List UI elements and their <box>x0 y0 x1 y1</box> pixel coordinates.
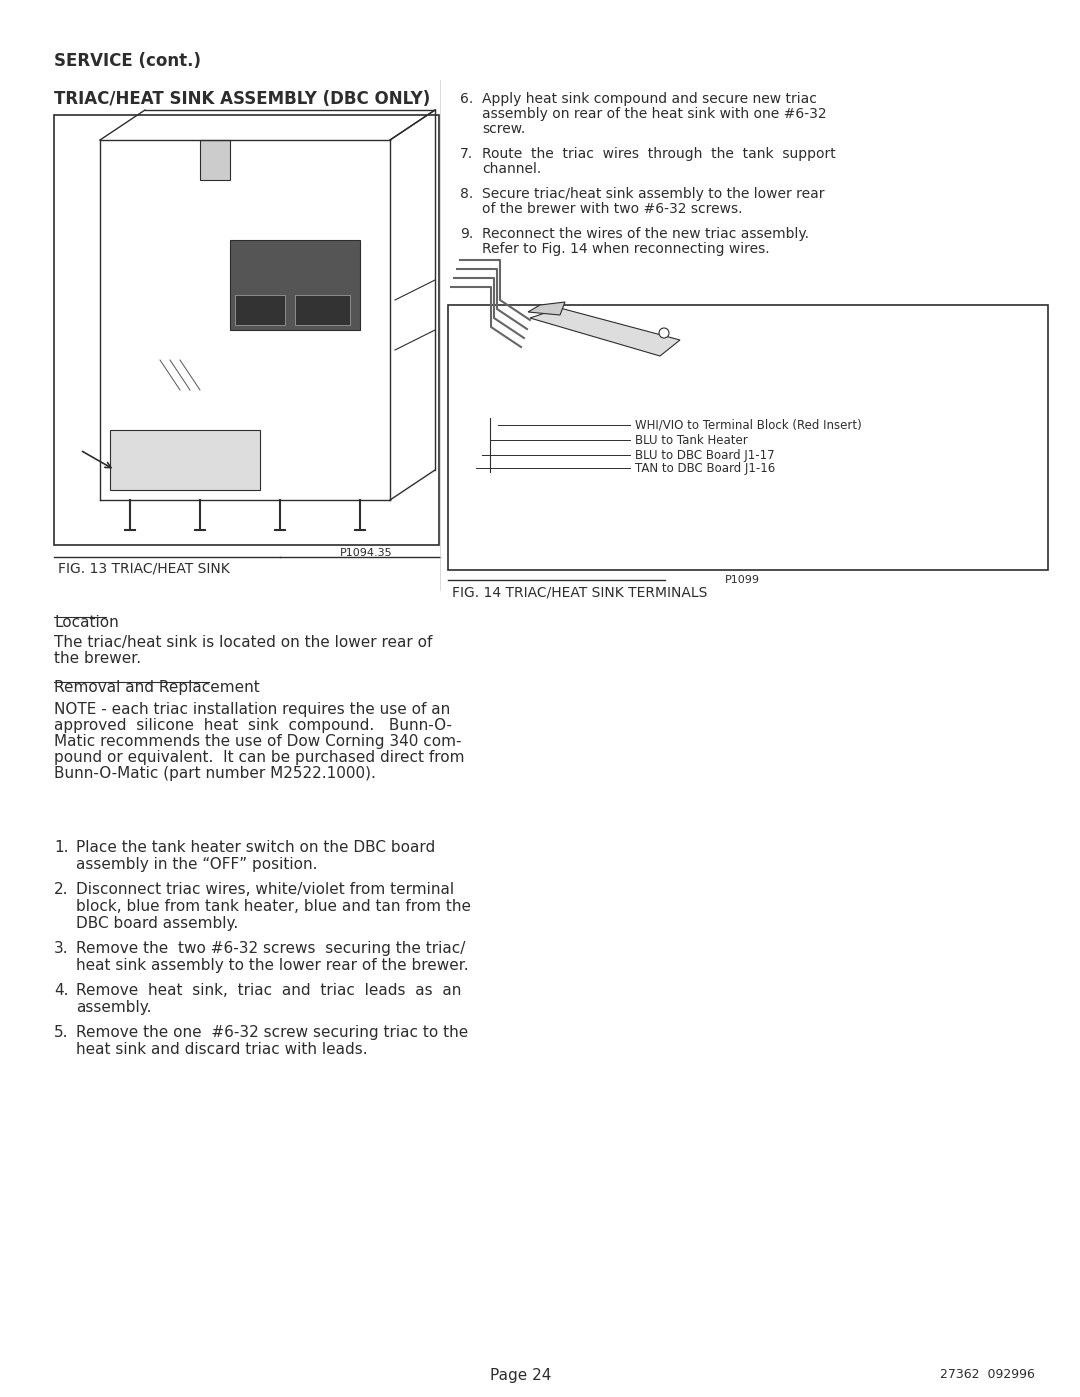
Bar <box>200 140 230 180</box>
Text: assembly.: assembly. <box>76 1000 151 1016</box>
Text: 6.: 6. <box>460 92 473 106</box>
Text: Disconnect triac wires, white/violet from terminal: Disconnect triac wires, white/violet fro… <box>76 882 454 897</box>
Polygon shape <box>530 307 680 356</box>
Text: 7.: 7. <box>460 147 473 161</box>
Text: of the brewer with two #6-32 screws.: of the brewer with two #6-32 screws. <box>482 203 743 217</box>
Text: 8.: 8. <box>460 187 473 201</box>
Text: SERVICE (cont.): SERVICE (cont.) <box>54 52 201 70</box>
Bar <box>235 295 285 326</box>
Text: Route  the  triac  wires  through  the  tank  support: Route the triac wires through the tank s… <box>482 147 836 161</box>
Text: NOTE - each triac installation requires the use of an: NOTE - each triac installation requires … <box>54 703 450 717</box>
Text: P1099: P1099 <box>725 576 760 585</box>
Text: 5.: 5. <box>54 1025 68 1039</box>
Circle shape <box>659 328 669 338</box>
Text: P1094.35: P1094.35 <box>340 548 393 557</box>
Text: assembly in the “OFF” position.: assembly in the “OFF” position. <box>76 856 318 872</box>
Text: 3.: 3. <box>54 942 69 956</box>
Text: approved  silicone  heat  sink  compound.   Bunn-O-: approved silicone heat sink compound. Bu… <box>54 718 453 733</box>
Text: Secure triac/heat sink assembly to the lower rear: Secure triac/heat sink assembly to the l… <box>482 187 824 201</box>
Bar <box>295 295 350 326</box>
Text: Remove  heat  sink,  triac  and  triac  leads  as  an: Remove heat sink, triac and triac leads … <box>76 983 461 997</box>
Text: DBC board assembly.: DBC board assembly. <box>76 916 239 930</box>
Text: Refer to Fig. 14 when reconnecting wires.: Refer to Fig. 14 when reconnecting wires… <box>482 242 770 256</box>
Text: Removal and Replacement: Removal and Replacement <box>54 680 260 694</box>
Text: the brewer.: the brewer. <box>54 651 141 666</box>
Text: 2.: 2. <box>54 882 68 897</box>
Text: WHI/VIO to Terminal Block (Red Insert): WHI/VIO to Terminal Block (Red Insert) <box>635 419 862 432</box>
Text: Place the tank heater switch on the DBC board: Place the tank heater switch on the DBC … <box>76 840 435 855</box>
Text: FIG. 13 TRIAC/HEAT SINK: FIG. 13 TRIAC/HEAT SINK <box>58 562 230 576</box>
Text: Location: Location <box>54 615 119 630</box>
Text: Remove the one  #6-32 screw securing triac to the: Remove the one #6-32 screw securing tria… <box>76 1025 469 1039</box>
Text: BLU to Tank Heater: BLU to Tank Heater <box>635 434 747 447</box>
Text: Apply heat sink compound and secure new triac: Apply heat sink compound and secure new … <box>482 92 816 106</box>
Text: channel.: channel. <box>482 162 541 176</box>
Text: Matic recommends the use of Dow Corning 340 com-: Matic recommends the use of Dow Corning … <box>54 733 461 749</box>
Text: TAN to DBC Board J1-16: TAN to DBC Board J1-16 <box>635 462 775 475</box>
Text: FIG. 14 TRIAC/HEAT SINK TERMINALS: FIG. 14 TRIAC/HEAT SINK TERMINALS <box>453 585 707 599</box>
Bar <box>448 305 1048 570</box>
Bar <box>110 430 260 490</box>
Text: 4.: 4. <box>54 983 68 997</box>
Text: heat sink and discard triac with leads.: heat sink and discard triac with leads. <box>76 1042 367 1058</box>
Text: BLU to DBC Board J1-17: BLU to DBC Board J1-17 <box>635 448 774 462</box>
Text: Remove the  two #6-32 screws  securing the triac/: Remove the two #6-32 screws securing the… <box>76 942 465 956</box>
Text: 27362  092996: 27362 092996 <box>940 1368 1035 1382</box>
Text: assembly on rear of the heat sink with one #6-32: assembly on rear of the heat sink with o… <box>482 108 826 122</box>
Text: pound or equivalent.  It can be purchased direct from: pound or equivalent. It can be purchased… <box>54 750 464 766</box>
Text: Bunn-O-Matic (part number M2522.1000).: Bunn-O-Matic (part number M2522.1000). <box>54 766 376 781</box>
Text: heat sink assembly to the lower rear of the brewer.: heat sink assembly to the lower rear of … <box>76 958 469 972</box>
Text: Reconnect the wires of the new triac assembly.: Reconnect the wires of the new triac ass… <box>482 226 809 242</box>
Text: Page 24: Page 24 <box>490 1368 552 1383</box>
Text: 9.: 9. <box>460 226 473 242</box>
Polygon shape <box>528 302 565 314</box>
Text: The triac/heat sink is located on the lower rear of: The triac/heat sink is located on the lo… <box>54 636 432 650</box>
Text: TRIAC/HEAT SINK ASSEMBLY (DBC ONLY): TRIAC/HEAT SINK ASSEMBLY (DBC ONLY) <box>54 89 430 108</box>
Text: 1.: 1. <box>54 840 68 855</box>
Text: block, blue from tank heater, blue and tan from the: block, blue from tank heater, blue and t… <box>76 900 471 914</box>
Text: screw.: screw. <box>482 122 525 136</box>
Bar <box>54 115 438 545</box>
Bar <box>230 240 360 330</box>
